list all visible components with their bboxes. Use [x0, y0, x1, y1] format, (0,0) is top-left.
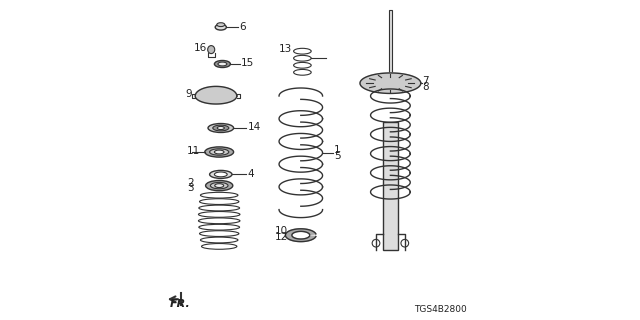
Text: 2: 2 [187, 178, 194, 188]
Text: 3: 3 [187, 183, 194, 193]
Text: 5: 5 [334, 151, 340, 161]
Text: 7: 7 [422, 76, 429, 86]
Ellipse shape [217, 23, 225, 27]
Ellipse shape [212, 125, 229, 131]
Text: TGS4B2800: TGS4B2800 [415, 305, 467, 314]
Circle shape [372, 239, 380, 247]
Text: 11: 11 [187, 146, 200, 156]
Ellipse shape [209, 92, 223, 100]
Text: 9: 9 [186, 89, 192, 100]
Circle shape [401, 239, 409, 247]
Ellipse shape [212, 94, 220, 98]
Ellipse shape [214, 150, 224, 154]
Bar [383, 122, 398, 250]
Polygon shape [360, 73, 421, 93]
Ellipse shape [218, 62, 227, 66]
Ellipse shape [208, 124, 234, 132]
Ellipse shape [210, 149, 229, 155]
Text: FR.: FR. [170, 299, 190, 309]
Text: 13: 13 [278, 44, 292, 54]
Ellipse shape [215, 184, 224, 188]
Ellipse shape [384, 81, 397, 86]
Ellipse shape [205, 180, 233, 191]
Polygon shape [195, 86, 237, 104]
Ellipse shape [215, 24, 227, 30]
Text: 6: 6 [239, 21, 246, 32]
Text: 12: 12 [275, 232, 289, 242]
Ellipse shape [205, 147, 234, 157]
Text: 14: 14 [248, 122, 260, 132]
Bar [389, 10, 392, 74]
Ellipse shape [211, 182, 228, 189]
Polygon shape [285, 229, 316, 242]
Ellipse shape [214, 60, 230, 68]
Ellipse shape [210, 171, 232, 179]
Ellipse shape [218, 126, 225, 130]
Ellipse shape [207, 46, 215, 54]
Text: 4: 4 [248, 169, 254, 179]
Text: 10: 10 [275, 226, 289, 236]
Text: 15: 15 [241, 58, 254, 68]
Text: 1: 1 [334, 145, 340, 155]
Text: 8: 8 [422, 82, 429, 92]
Text: 16: 16 [193, 43, 207, 53]
Ellipse shape [214, 172, 227, 177]
